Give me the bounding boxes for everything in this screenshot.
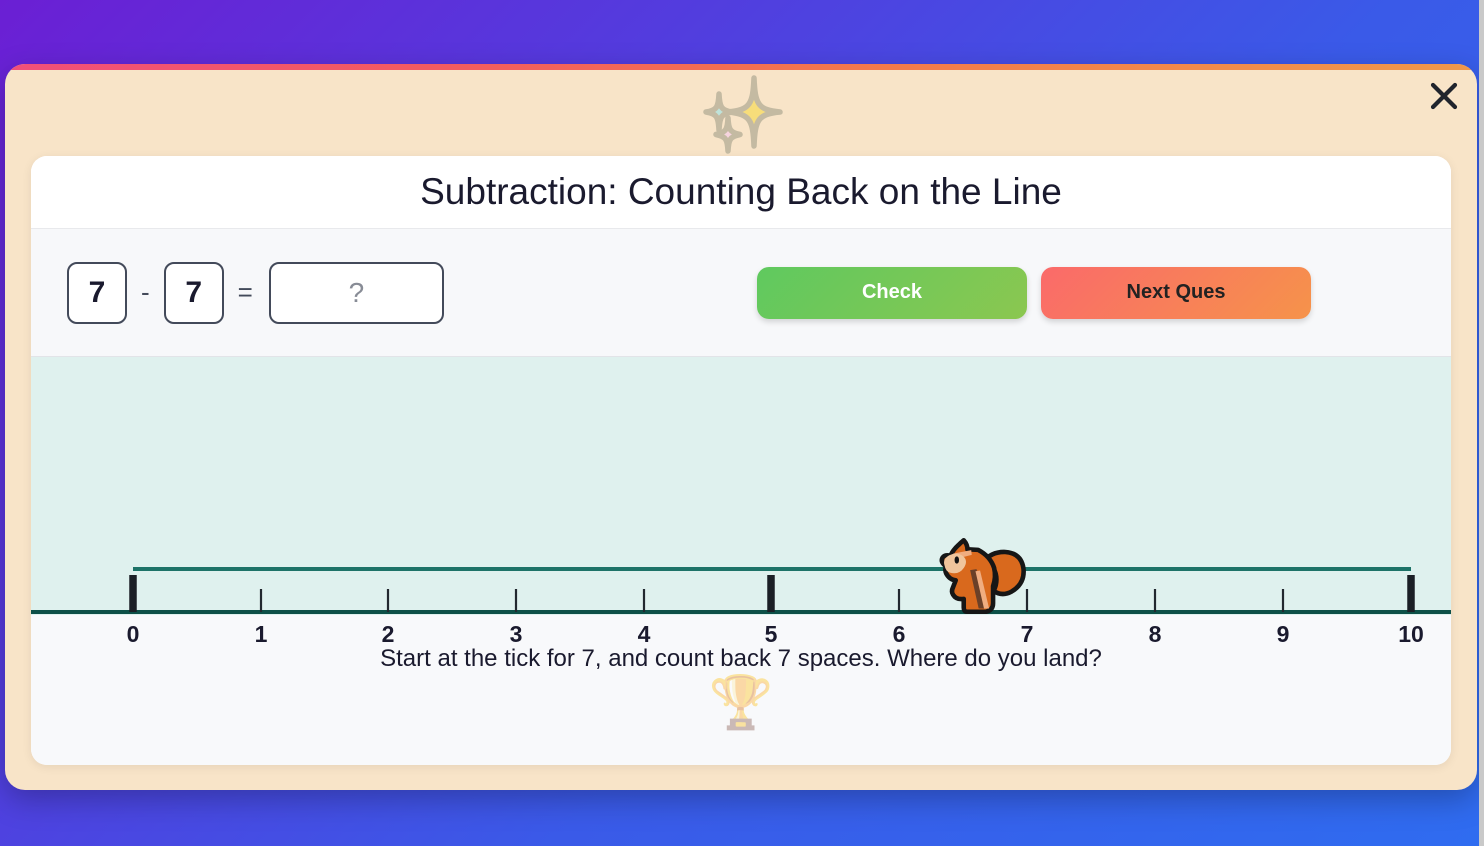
svg-text:1: 1: [255, 621, 268, 647]
svg-text:7: 7: [1021, 621, 1034, 647]
svg-text:2: 2: [382, 621, 395, 647]
svg-text:0: 0: [127, 621, 140, 647]
svg-text:6: 6: [893, 621, 906, 647]
svg-text:5: 5: [765, 621, 778, 647]
svg-text:8: 8: [1149, 621, 1162, 647]
svg-text:9: 9: [1277, 621, 1290, 647]
svg-text:10: 10: [1398, 621, 1424, 647]
svg-text:3: 3: [510, 621, 523, 647]
svg-text:4: 4: [638, 621, 651, 647]
